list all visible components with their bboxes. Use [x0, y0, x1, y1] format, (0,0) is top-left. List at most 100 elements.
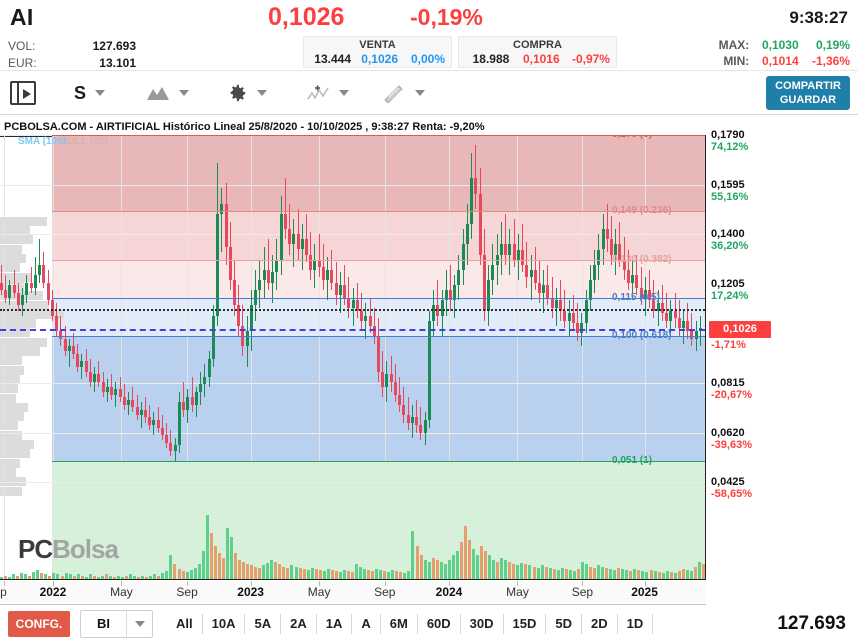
candle-body [479, 193, 482, 255]
last-price: 0,1026 [268, 3, 345, 31]
candle-body [271, 272, 274, 283]
volume-bar [258, 567, 262, 579]
volume-bar [270, 559, 274, 579]
date-axis-label: May [307, 585, 331, 599]
timeframe-button-a[interactable]: A [352, 614, 381, 634]
volume-bar [650, 569, 654, 579]
market-selector[interactable]: BI [80, 610, 153, 638]
volume-bar [246, 564, 250, 579]
candle-wick [31, 267, 32, 293]
timeframe-button-2d[interactable]: 2D [582, 614, 618, 634]
volume-bar [238, 559, 242, 579]
style-selector[interactable]: S [74, 79, 106, 107]
candle-body [462, 244, 465, 270]
candle-wick [653, 280, 654, 319]
timeframe-button-all[interactable]: All [167, 614, 203, 634]
volume-bar [484, 550, 488, 579]
volume-bar [274, 562, 278, 579]
candle-wick [73, 333, 74, 359]
candle-wick [636, 254, 637, 296]
candle-wick [437, 280, 438, 326]
volume-bar [32, 572, 36, 579]
volume-bar [109, 575, 113, 579]
candle-body [432, 305, 435, 321]
candle-body [589, 280, 592, 301]
vertical-gridline [319, 135, 320, 579]
share-save-button[interactable]: COMPARTIR GUARDAR [766, 76, 850, 110]
candle-body [93, 374, 96, 382]
volume-bar [468, 539, 472, 579]
timeframe-button-1d[interactable]: 1D [618, 614, 654, 634]
date-axis[interactable]: p 2022 May Sep 2023 May Sep 2024 May Sep 2025 [0, 581, 706, 605]
volume-bar [585, 564, 589, 579]
candle-body [597, 249, 600, 265]
volume-bar [605, 567, 609, 579]
config-button[interactable]: CONFG. [8, 611, 70, 637]
fibonacci-band [52, 211, 705, 260]
volume-bar [633, 568, 637, 579]
price-axis[interactable]: 0,1790 74,12% 0,1595 55,16% 0,1400 36,20% 0,12… [707, 129, 858, 580]
volume-bar [520, 563, 524, 579]
panel-toggle-button[interactable] [10, 79, 36, 107]
candle-body [59, 330, 62, 339]
draw-tool-selector[interactable] [382, 79, 425, 107]
candle-body [301, 239, 304, 250]
candle-body [195, 391, 198, 405]
candle-body [534, 269, 537, 283]
timeframe-button-5d[interactable]: 5D [546, 614, 583, 634]
candle-body [72, 346, 75, 354]
timeframe-button-6m[interactable]: 6M [381, 614, 418, 634]
volume-bar [339, 572, 343, 579]
candle-body [428, 320, 431, 420]
price-plot-area[interactable]: SMA (100) BOLL (20) PCBolsa 0,179 (0)0,1… [0, 135, 706, 580]
timeframe-button-1a[interactable]: 1A [317, 614, 353, 634]
volume-bar [178, 568, 182, 579]
volume-profile-bar [0, 244, 22, 254]
timeframe-button-5a[interactable]: 5A [245, 614, 282, 634]
candle-wick [39, 239, 40, 283]
volume-bar [371, 571, 375, 579]
volume-bar [0, 576, 4, 579]
candle-body [457, 269, 460, 286]
candle-body [500, 244, 503, 255]
chart-type-selector[interactable] [146, 79, 189, 107]
volume-bar [557, 569, 561, 579]
price-axis-percent: 74,12% [711, 141, 749, 153]
candle-body [212, 315, 215, 359]
candle-wick [374, 308, 375, 344]
max-value: 0,1030 [761, 38, 799, 52]
timeframe-button-30d[interactable]: 30D [461, 614, 504, 634]
price-axis-value: 0,0815 [711, 377, 745, 390]
ticker-symbol: AI [10, 4, 34, 30]
price-axis-value: 0,1205 [711, 277, 745, 290]
candle-body [263, 269, 266, 281]
fibonacci-band-lower [52, 460, 705, 579]
volume-bar [694, 566, 698, 579]
max-percent: 0,19% [815, 38, 850, 52]
candle-wick [403, 386, 404, 423]
fibonacci-level-label: 0,149 (0.236) [612, 205, 672, 217]
candle-body [80, 361, 83, 367]
settings-selector[interactable] [226, 79, 267, 107]
candle-wick [679, 300, 680, 336]
timeframe-button-2a[interactable]: 2A [281, 614, 317, 634]
candle-body [165, 435, 168, 443]
timeframe-button-15d[interactable]: 15D [504, 614, 547, 634]
volume-bar [262, 565, 266, 579]
volume-bar [214, 546, 218, 579]
candle-body [648, 290, 651, 301]
market-selector-arrow [126, 611, 152, 637]
horizontal-gridline [0, 482, 705, 484]
vertical-gridline [582, 135, 583, 579]
candle-wick [577, 302, 578, 342]
timeframe-button-group[interactable]: All 10A 5A 2A 1A A 6M 60D 30D 15D 5D 2D 1D [167, 614, 654, 634]
volume-bar [379, 569, 383, 579]
timeframe-button-10a[interactable]: 10A [203, 614, 246, 634]
candle-body [542, 285, 545, 293]
volume-bar [282, 566, 286, 579]
vertical-gridline [645, 135, 646, 579]
max-row: MAX: 0,1030 0,19% [715, 37, 850, 53]
timeframe-button-60d[interactable]: 60D [418, 614, 461, 634]
volume-bar [581, 562, 585, 579]
indicator-selector[interactable] [306, 79, 349, 107]
